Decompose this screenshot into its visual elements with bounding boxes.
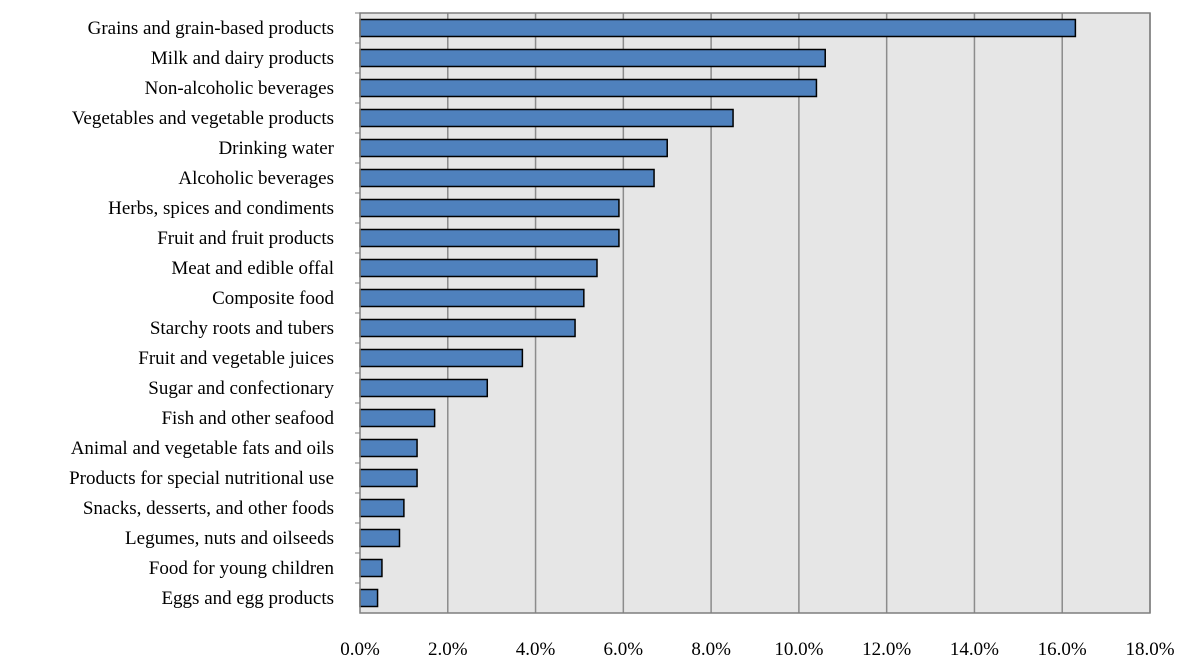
x-tick-label: 16.0% xyxy=(1038,639,1087,660)
x-tick-label: 0.0% xyxy=(340,639,380,660)
x-tick-label: 12.0% xyxy=(862,639,911,660)
bar xyxy=(359,408,436,428)
x-tick-label: 14.0% xyxy=(950,639,999,660)
x-tick-label: 8.0% xyxy=(691,639,731,660)
category-label: Products for special nutritional use xyxy=(69,468,334,489)
bar xyxy=(359,78,818,98)
x-tick-label: 6.0% xyxy=(604,639,644,660)
category-label: Non-alcoholic beverages xyxy=(145,78,334,99)
x-tick-label: 10.0% xyxy=(774,639,823,660)
bar xyxy=(359,108,734,128)
bar xyxy=(359,228,620,248)
category-label: Eggs and egg products xyxy=(161,588,334,609)
category-label: Milk and dairy products xyxy=(151,48,334,69)
category-label: Legumes, nuts and oilseeds xyxy=(125,528,334,549)
bar xyxy=(359,588,379,608)
bar xyxy=(359,288,585,308)
category-label: Composite food xyxy=(212,288,334,309)
bar xyxy=(359,168,655,188)
category-label: Animal and vegetable fats and oils xyxy=(71,438,334,459)
bar xyxy=(359,378,489,398)
x-tick-label: 18.0% xyxy=(1125,639,1174,660)
category-label: Vegetables and vegetable products xyxy=(72,108,334,129)
category-label: Fruit and fruit products xyxy=(157,228,334,249)
bar xyxy=(359,48,826,68)
bar xyxy=(359,528,401,548)
bar xyxy=(359,438,418,458)
bar xyxy=(359,318,576,338)
x-tick-label: 2.0% xyxy=(428,639,468,660)
category-label: Starchy roots and tubers xyxy=(150,318,334,339)
category-label: Alcoholic beverages xyxy=(178,168,334,189)
category-label: Drinking water xyxy=(218,138,334,159)
category-label: Snacks, desserts, and other foods xyxy=(83,498,334,519)
category-labels: Grains and grain-based products Milk and … xyxy=(69,12,360,609)
bar xyxy=(359,468,418,488)
x-tick-label: 4.0% xyxy=(516,639,556,660)
bar xyxy=(359,198,620,218)
category-label: Fish and other seafood xyxy=(161,408,334,429)
category-label: Herbs, spices and condiments xyxy=(108,198,334,219)
bar xyxy=(359,258,598,278)
category-label: Grains and grain-based products xyxy=(88,18,334,39)
plot-border xyxy=(359,12,1151,614)
category-label: Sugar and confectionary xyxy=(148,378,334,399)
bar xyxy=(359,18,1077,38)
category-label: Food for young children xyxy=(149,558,335,579)
bar xyxy=(359,138,668,158)
category-label: Meat and edible offal xyxy=(171,258,334,279)
plot-background xyxy=(360,13,1150,613)
category-label: Fruit and vegetable juices xyxy=(138,348,334,369)
bar xyxy=(359,348,524,368)
bar xyxy=(359,558,383,578)
x-tick-labels: 0.0% 2.0% 4.0% 6.0% 8.0% 10.0% 12.0% 14.0% 16.0%… xyxy=(340,639,1175,660)
bar xyxy=(359,498,405,518)
